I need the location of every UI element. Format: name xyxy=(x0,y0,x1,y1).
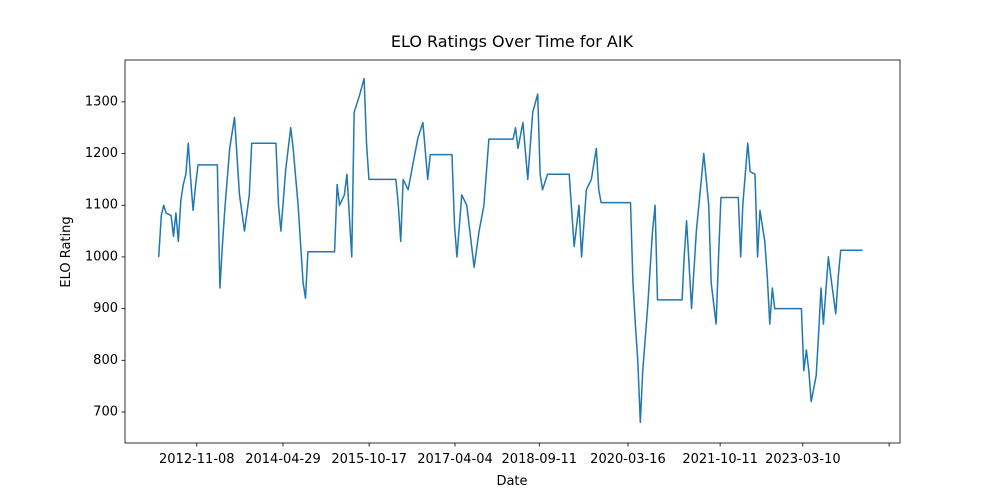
y-tick-label: 900 xyxy=(93,301,118,316)
chart-title: ELO Ratings Over Time for AIK xyxy=(391,32,634,51)
y-tick-label: 800 xyxy=(93,353,118,368)
x-tick-label: 2018-09-11 xyxy=(502,452,578,467)
y-tick-label: 700 xyxy=(93,404,118,419)
x-tick-label: 2014-04-29 xyxy=(245,452,321,467)
x-tick-label: 2015-10-17 xyxy=(331,452,407,467)
y-tick-label: 1100 xyxy=(85,198,118,213)
x-tick-label: 2017-04-04 xyxy=(417,452,493,467)
data-line xyxy=(157,77,863,424)
y-tick-label: 1200 xyxy=(85,146,118,161)
y-tick-label: 1000 xyxy=(85,249,118,264)
x-tick-label: 2023-03-10 xyxy=(765,452,841,467)
x-tick-label: 2021-10-11 xyxy=(682,452,758,467)
y-axis-label: ELO Rating xyxy=(59,216,74,287)
x-axis-label: Date xyxy=(496,474,527,489)
x-tick-label: 2012-11-08 xyxy=(159,452,235,467)
y-tick-label: 1300 xyxy=(85,94,118,109)
x-tick-label: 2020-03-16 xyxy=(590,452,666,467)
plot-frame xyxy=(124,59,901,444)
